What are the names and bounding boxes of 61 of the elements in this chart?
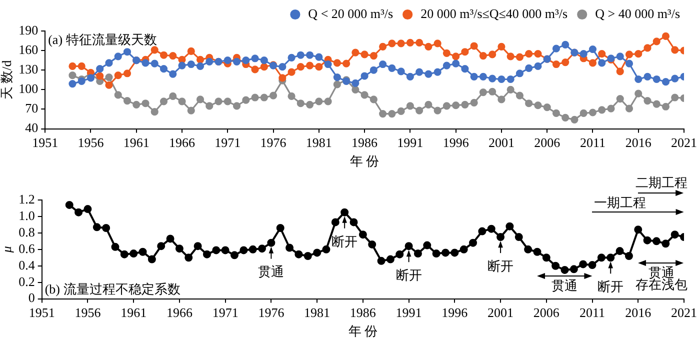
x-tick-label: 1951: [32, 135, 58, 150]
x-tick-label: 1986: [350, 305, 376, 320]
y-axis-title: μ: [0, 246, 14, 254]
annotation: 贯通: [552, 278, 578, 294]
annotation: 一期工程: [594, 195, 646, 210]
x-tick-label: 1971: [212, 305, 238, 320]
annotation: 存在浅包: [636, 277, 688, 292]
x-tick-label: 1966: [169, 135, 196, 150]
text: 二期工程: [636, 175, 688, 190]
x-tick-label: 1996: [442, 305, 468, 320]
x-tick-label: 1966: [166, 305, 193, 320]
legend-label: Q < 20 000 m³/s: [308, 6, 394, 21]
x-tick-label: 2006: [533, 305, 560, 320]
x-tick-label: 2016: [625, 135, 652, 150]
annotation: (a) 特征流量级天数: [48, 32, 157, 47]
x-tick-label: 1986: [352, 135, 378, 150]
x-tick-label: 1976: [260, 135, 287, 150]
x-axis-title: 年 份: [348, 324, 378, 339]
y-axis-title: 天 数/d: [0, 60, 14, 100]
annotation: 断开: [332, 234, 358, 249]
x-tick-label: 2001: [488, 305, 514, 320]
annotation: 断开: [488, 258, 514, 274]
y-tick-label: 160: [18, 42, 38, 57]
annotation: (b) 流量过程不稳定系数: [44, 282, 180, 297]
x-tick-label: 2011: [580, 305, 606, 320]
y-tick-label: 40: [25, 120, 38, 136]
x-tick-label: 2001: [488, 135, 514, 150]
y-tick-label: 0.4: [18, 257, 36, 272]
y-tick-label: 1.2: [18, 191, 35, 206]
x-tick-label: 1961: [120, 305, 147, 320]
annotation: 断开: [396, 268, 422, 283]
x-tick-label: 1981: [304, 305, 330, 320]
x-tick-label: 1976: [258, 305, 285, 320]
x-tick-label: 1981: [306, 135, 332, 150]
x-tick-label: 1991: [396, 305, 422, 320]
x-tick-label: 1971: [214, 135, 241, 150]
annotation: 贯通: [258, 264, 284, 280]
x-tick-label: 1996: [442, 135, 470, 150]
x-tick-label: 2006: [534, 135, 561, 150]
y-tick-label: 100: [18, 81, 38, 96]
y-tick-label: 0: [28, 290, 35, 306]
annotation: 断开: [598, 279, 624, 294]
x-axis-title: 年 份: [350, 154, 380, 169]
x-tick-label: 2011: [580, 135, 606, 150]
x-tick-label: 2016: [625, 305, 652, 320]
x-tick-label: 1956: [74, 305, 102, 320]
y-tick-label: 0.6: [18, 240, 36, 256]
x-tick-label: 1951: [28, 305, 55, 320]
x-tick-label: 1956: [78, 135, 104, 150]
x-tick-label: 1991: [397, 135, 424, 150]
x-tick-label: 1961: [123, 135, 150, 150]
y-tick-label: 1.0: [18, 208, 35, 223]
x-tick-label: 2021: [671, 305, 697, 320]
y-tick-label: 0.8: [18, 224, 35, 240]
y-tick-label: 0.2: [18, 274, 35, 289]
x-tick-label: 2021: [671, 135, 697, 150]
y-tick-label: 190: [18, 22, 38, 38]
y-tick-label: 130: [18, 62, 38, 77]
y-tick-label: 70: [25, 100, 38, 116]
legend-label: Q > 40 000 m³/s: [595, 6, 680, 21]
legend-label: 20 000 m³/s≤Q≤40 000 m³/s: [420, 6, 568, 21]
